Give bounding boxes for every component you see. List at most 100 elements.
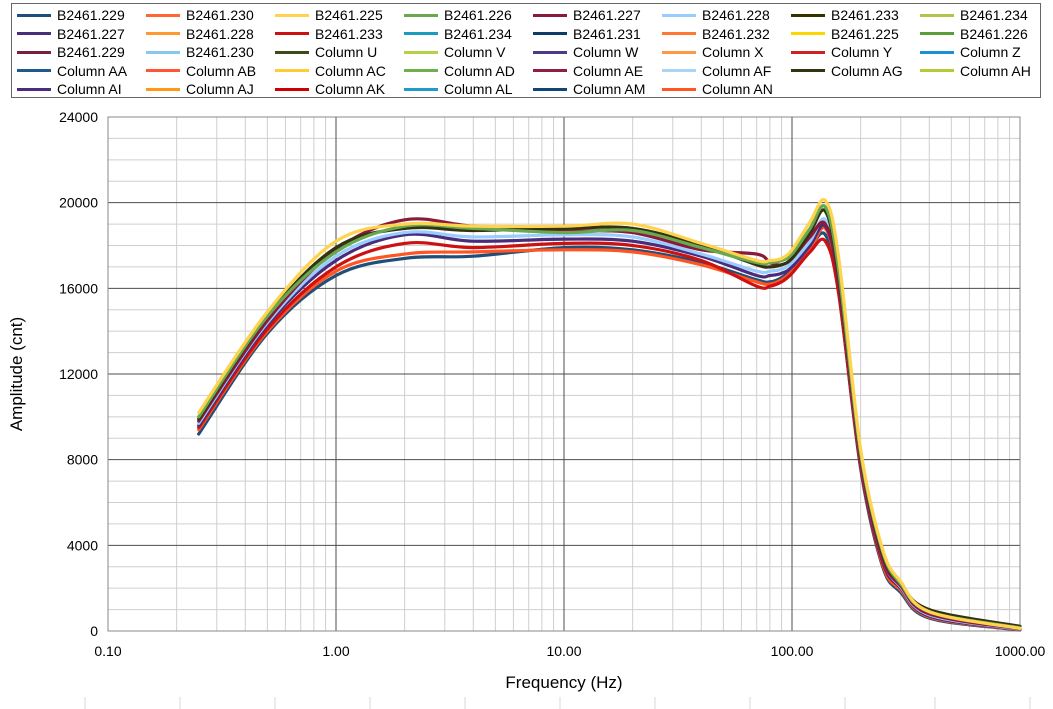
legend-swatch (146, 69, 180, 72)
legend-entry: B2461.226 (920, 24, 1028, 44)
legend-entry: B2461.225 (791, 24, 899, 44)
legend-entry: B2461.232 (662, 24, 770, 44)
legend-entry: Column AB (146, 61, 256, 81)
legend-entry: Column W (533, 42, 638, 62)
legend-label: Column AN (702, 81, 773, 97)
legend-entry: Column Z (920, 42, 1021, 62)
y-tick-label: 12000 (59, 366, 98, 382)
y-tick-label: 0 (90, 623, 98, 639)
legend-entry: B2461.233 (791, 5, 899, 25)
legend-swatch (533, 87, 567, 91)
x-tick-label: 100.00 (771, 643, 814, 659)
legend-label: Column Z (960, 44, 1021, 60)
legend-label: B2461.229 (57, 7, 125, 23)
legend-entry: Column AI (17, 79, 122, 99)
legend-swatch (404, 13, 438, 17)
legend-swatch (791, 50, 825, 54)
legend-swatch (275, 32, 309, 35)
series-line (197, 231, 1022, 632)
legend-entry: B2461.229 (17, 42, 125, 62)
plot-area-border (107, 116, 1021, 632)
legend-swatch (791, 32, 825, 35)
y-tick-label: 20000 (59, 195, 98, 211)
legend-entry: Column U (275, 42, 377, 62)
legend-entry: B2461.228 (146, 24, 254, 44)
legend-label: B2461.232 (702, 25, 770, 42)
legend-entry: Column V (404, 42, 505, 62)
legend-swatch (404, 32, 438, 35)
legend-label: Column AB (186, 62, 257, 79)
chart-legend: B2461.229 B2461.230 B2461.225 B2461.226 B246… (11, 3, 1041, 98)
x-tick-label: 1000.00 (995, 643, 1046, 659)
legend-label: Column X (702, 44, 764, 60)
series-line (197, 225, 1022, 632)
legend-label: Column Y (831, 44, 893, 60)
legend-swatch (146, 87, 180, 91)
legend-entry: Column X (662, 42, 763, 62)
legend-label: B2461.231 (573, 25, 641, 42)
legend-swatch (920, 32, 954, 35)
legend-entry: B2461.228 (662, 5, 770, 25)
legend-label: B2461.225 (831, 25, 899, 42)
legend-entry: B2461.229 (17, 5, 125, 25)
legend-swatch (17, 50, 51, 54)
series-lines (197, 197, 1022, 632)
legend-swatch (275, 50, 309, 54)
legend-swatch (791, 69, 825, 72)
legend-entry: B2461.233 (275, 24, 383, 44)
legend-label: B2461.226 (444, 7, 512, 23)
legend-label: Column W (573, 44, 639, 60)
legend-entry: B2461.234 (404, 24, 512, 44)
x-tick-label: 10.00 (546, 643, 581, 659)
legend-entry: B2461.225 (275, 5, 383, 25)
legend-swatch (275, 69, 309, 72)
y-tick-label: 8000 (67, 452, 98, 468)
series-line (197, 197, 1022, 630)
legend-entry: Column AE (533, 61, 643, 81)
legend-label: B2461.233 (315, 25, 383, 42)
legend-swatch (146, 32, 180, 35)
legend-swatch (404, 50, 438, 54)
y-tick-label: 24000 (59, 109, 98, 125)
legend-swatch (146, 13, 180, 17)
legend-swatch (275, 87, 309, 91)
legend-label: B2461.234 (960, 7, 1028, 23)
legend-label: B2461.225 (315, 7, 383, 23)
legend-label: Column AF (702, 62, 772, 79)
legend-entry: B2461.231 (533, 24, 641, 44)
legend-label: B2461.230 (186, 44, 254, 60)
legend-entry: Column AH (920, 61, 1031, 81)
legend-entry: B2461.234 (920, 5, 1028, 25)
series-line (197, 237, 1022, 632)
x-tick-label: 1.00 (322, 643, 349, 659)
tick-labels: 0.10 1.00 10.00 100.00 1000.00 0 4000 8000 12000… (59, 109, 1045, 659)
legend-label: B2461.226 (960, 25, 1028, 42)
legend-entry: B2461.230 (146, 42, 254, 62)
legend-entry: Column AN (662, 79, 773, 99)
legend-entry: Column AD (404, 61, 515, 81)
legend-label: B2461.230 (186, 7, 254, 23)
legend-entry: B2461.226 (404, 5, 512, 25)
legend-label: B2461.229 (57, 44, 125, 60)
legend-label: Column AL (444, 81, 513, 97)
legend-label: Column AC (315, 62, 386, 79)
legend-swatch (17, 87, 51, 91)
legend-label: Column AE (573, 62, 644, 79)
legend-entry: Column AC (275, 61, 386, 81)
legend-swatch (533, 50, 567, 54)
legend-swatch (404, 87, 438, 91)
legend-entry: Column AM (533, 79, 645, 99)
legend-label: Column AM (573, 81, 646, 97)
footer-separators (84, 697, 1031, 709)
legend-swatch (533, 32, 567, 35)
legend-entry: B2461.227 (533, 5, 641, 25)
legend-label: Column AD (444, 62, 515, 79)
legend-entry: Column AL (404, 79, 512, 99)
legend-entry: B2461.230 (146, 5, 254, 25)
legend-entry: Column AJ (146, 79, 254, 99)
legend-label: Column AA (57, 62, 128, 79)
legend-swatch (791, 13, 825, 17)
legend-entry: Column AK (275, 79, 385, 99)
legend-label: Column AJ (186, 81, 254, 97)
